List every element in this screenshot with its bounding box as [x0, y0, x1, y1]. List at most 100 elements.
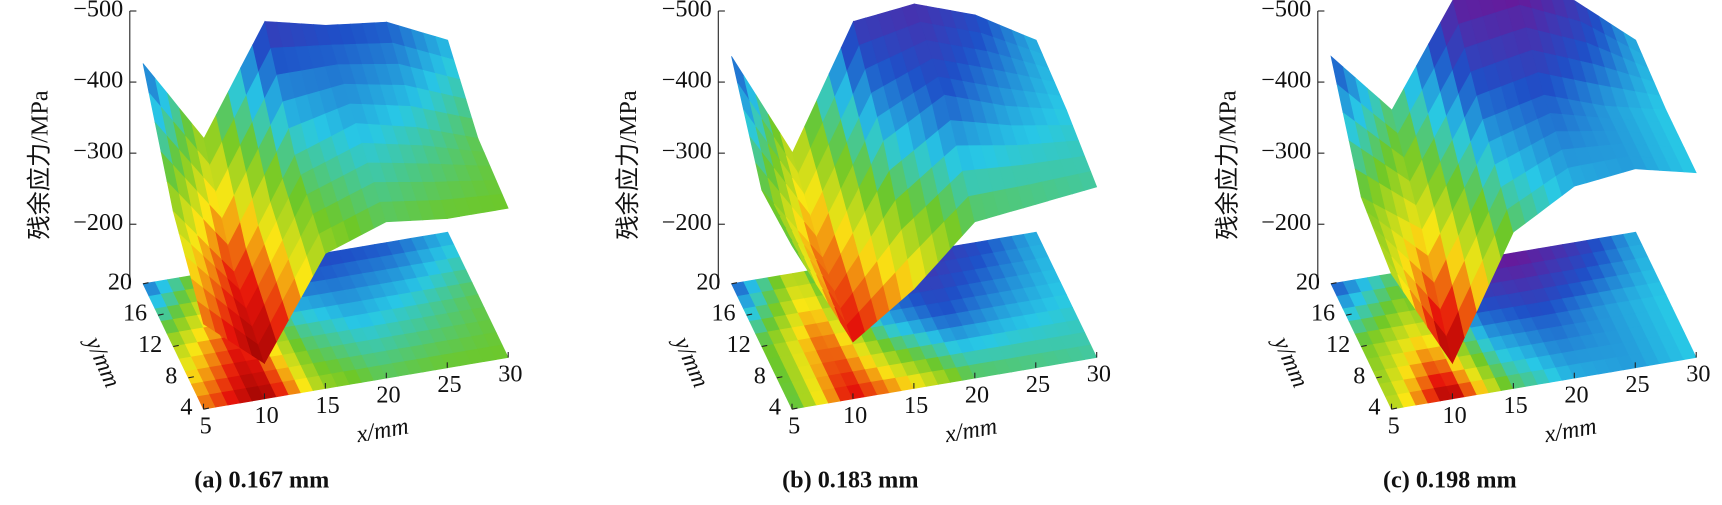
caption: (c) 0.198 mm — [1383, 466, 1517, 493]
x-axis-label: x/mm — [353, 413, 410, 449]
y-axis-label: y/mm — [667, 330, 714, 392]
y-tick-label: 4 — [769, 394, 781, 421]
x-tick-label: 15 — [315, 392, 339, 419]
x-tick-label: 5 — [1388, 412, 1400, 439]
surface-patch — [1330, 55, 1423, 231]
surface-patch — [386, 21, 479, 139]
y-tick — [158, 313, 164, 316]
surface-patch — [1391, 0, 1484, 231]
y-tick-label: 12 — [1326, 331, 1350, 358]
y-tick — [173, 344, 179, 348]
z-tick-label: −400 — [73, 67, 123, 94]
y-tick-label: 16 — [123, 300, 147, 327]
floor-patch — [822, 325, 915, 400]
floor-patch — [1604, 294, 1697, 369]
y-tick — [188, 376, 194, 379]
y-tick-label: 16 — [1311, 300, 1335, 327]
surface-patch — [822, 140, 915, 343]
x-tick-label: 30 — [498, 361, 522, 388]
x-tick-label: 5 — [788, 412, 800, 439]
y-tick-label: 8 — [165, 362, 177, 389]
y-tick — [746, 313, 753, 316]
surface-patch — [913, 3, 1006, 107]
y-tick-label: 12 — [138, 331, 162, 358]
x-tick-label: 30 — [1686, 361, 1710, 388]
surface-patch — [944, 94, 1037, 223]
x-tick-label: 10 — [843, 402, 867, 429]
floor-patch — [1330, 273, 1423, 347]
x-tick-label: 25 — [1026, 371, 1050, 398]
y-tick — [1346, 313, 1352, 316]
z-tick-label: −400 — [1261, 67, 1311, 94]
floor-patch — [731, 273, 824, 347]
y-tick-label: 4 — [1368, 394, 1380, 421]
surface-patch — [416, 127, 509, 219]
y-tick — [1391, 407, 1398, 410]
floor-patch — [761, 335, 854, 410]
floor-patch — [386, 231, 479, 306]
surface-patch — [792, 20, 884, 259]
surface-cell — [489, 193, 509, 211]
x-tick-label: 10 — [1443, 402, 1467, 429]
x-tick-label: 5 — [200, 412, 212, 439]
caption: (b) 0.183 mm — [782, 466, 918, 493]
z-tick-label: −300 — [73, 138, 123, 165]
z-axis-label: 残余应力/MPa — [615, 90, 642, 239]
x-tick-label: 20 — [965, 381, 989, 408]
y-axis-label: y/mm — [79, 330, 126, 392]
caption: (a) 0.167 mm — [194, 466, 329, 493]
x-tick-label: 30 — [1087, 361, 1111, 388]
floor-patch — [1482, 315, 1575, 389]
x-tick-label: 20 — [1564, 381, 1588, 408]
surface-patch — [1421, 118, 1514, 365]
floor-patch — [172, 335, 265, 410]
surface-patch — [294, 123, 387, 254]
surface-patch — [883, 94, 976, 290]
surface-patch — [1543, 94, 1636, 187]
y-tick-label: 20 — [1296, 268, 1320, 295]
surface-patch — [731, 56, 824, 259]
y-tick — [1376, 376, 1382, 379]
floor-cell — [489, 344, 509, 360]
surface-patch — [1005, 105, 1098, 205]
z-tick-label: −500 — [1261, 0, 1311, 23]
floor-patch — [325, 242, 418, 316]
y-tick — [791, 407, 798, 410]
z-tick-label: −300 — [1261, 138, 1311, 165]
z-axis-label: 残余应力/MPa — [1214, 90, 1241, 239]
x-tick-label: 15 — [904, 392, 928, 419]
z-tick-label: −200 — [73, 209, 123, 236]
y-tick-label: 8 — [754, 362, 766, 389]
x-tick-label: 15 — [1503, 392, 1527, 419]
y-tick-label: 4 — [180, 394, 192, 421]
surface-patch — [1360, 196, 1453, 364]
surface-patch — [172, 210, 266, 365]
floor-patch — [974, 231, 1067, 306]
x-tick-label: 20 — [376, 381, 400, 408]
surface-patch — [203, 20, 296, 274]
z-tick-label: −300 — [662, 138, 712, 165]
x-axis-label: x/mm — [1541, 413, 1598, 449]
floor-cell — [1677, 344, 1697, 360]
y-tick-label: 20 — [696, 268, 720, 295]
floor-cell — [1077, 344, 1098, 360]
floor-patch — [944, 304, 1037, 379]
y-tick-label: 12 — [727, 331, 751, 358]
surface-patch — [852, 3, 945, 142]
surface-patch — [1452, 0, 1545, 121]
x-tick-label: 10 — [255, 402, 279, 429]
floor-patch — [1513, 242, 1606, 316]
y-tick — [761, 344, 768, 348]
z-tick-label: −200 — [1261, 209, 1311, 236]
y-tick — [1361, 344, 1367, 348]
surface-patch — [1482, 94, 1575, 233]
x-axis-label: x/mm — [942, 413, 999, 449]
y-tick-label: 8 — [1353, 362, 1365, 389]
y-tick — [142, 282, 149, 285]
x-tick-label: 25 — [1625, 371, 1649, 398]
